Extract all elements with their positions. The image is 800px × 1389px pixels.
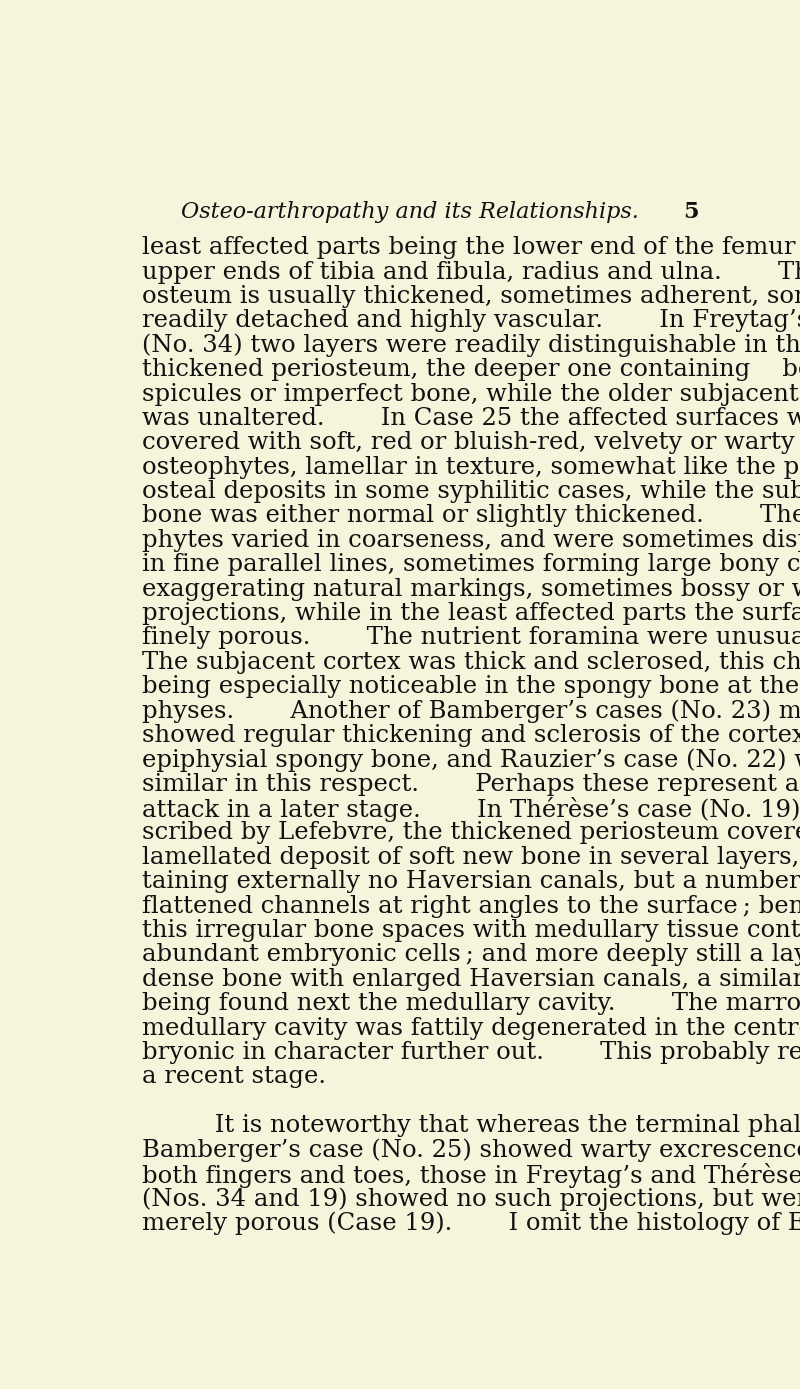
Text: flattened channels at right angles to the surface ; beneath: flattened channels at right angles to th… bbox=[142, 895, 800, 918]
Text: a recent stage.: a recent stage. bbox=[142, 1065, 326, 1089]
Text: finely porous.   The nutrient foramina were unusually large.: finely porous. The nutrient foramina wer… bbox=[142, 626, 800, 650]
Text: attack in a later stage.   In Thérèse’s case (No. 19), de-: attack in a later stage. In Thérèse’s ca… bbox=[142, 797, 800, 822]
Text: similar in this respect.   Perhaps these represent a slight: similar in this respect. Perhaps these r… bbox=[142, 772, 800, 796]
Text: projections, while in the least affected parts the surface was: projections, while in the least affected… bbox=[142, 601, 800, 625]
Text: epiphysial spongy bone, and Rauzier’s case (No. 22) was: epiphysial spongy bone, and Rauzier’s ca… bbox=[142, 749, 800, 772]
Text: being found next the medullary cavity.   The marrow in the: being found next the medullary cavity. T… bbox=[142, 992, 800, 1015]
Text: osteum is usually thickened, sometimes adherent, sometimes: osteum is usually thickened, sometimes a… bbox=[142, 285, 800, 308]
Text: The subjacent cortex was thick and sclerosed, this change: The subjacent cortex was thick and scler… bbox=[142, 651, 800, 674]
Text: (No. 34) two layers were readily distinguishable in the: (No. 34) two layers were readily disting… bbox=[142, 333, 800, 357]
Text: upper ends of tibia and fibula, radius and ulna.   The peri-: upper ends of tibia and fibula, radius a… bbox=[142, 261, 800, 283]
Text: medullary cavity was fattily degenerated in the centre, em-: medullary cavity was fattily degenerated… bbox=[142, 1017, 800, 1039]
Text: least affected parts being the lower end of the femur and: least affected parts being the lower end… bbox=[142, 236, 800, 260]
Text: bone was either normal or slightly thickened.   The osteo-: bone was either normal or slightly thick… bbox=[142, 504, 800, 528]
Text: phytes varied in coarseness, and were sometimes disposed: phytes varied in coarseness, and were so… bbox=[142, 529, 800, 551]
Text: osteal deposits in some syphilitic cases, while the subjacent: osteal deposits in some syphilitic cases… bbox=[142, 481, 800, 503]
Text: (Nos. 34 and 19) showed no such projections, but were: (Nos. 34 and 19) showed no such projecti… bbox=[142, 1188, 800, 1211]
Text: was unaltered.   In Case 25 the affected surfaces were: was unaltered. In Case 25 the affected s… bbox=[142, 407, 800, 431]
Text: Osteo-arthropathy and its Relationships.: Osteo-arthropathy and its Relationships. bbox=[181, 201, 639, 222]
Text: Bamberger’s case (No. 25) showed warty excrescences on: Bamberger’s case (No. 25) showed warty e… bbox=[142, 1139, 800, 1163]
Text: abundant embryonic cells ; and more deeply still a layer of: abundant embryonic cells ; and more deep… bbox=[142, 943, 800, 967]
Text: It is noteworthy that whereas the terminal phalanges in: It is noteworthy that whereas the termin… bbox=[142, 1114, 800, 1138]
Text: 5: 5 bbox=[682, 201, 698, 222]
Text: lamellated deposit of soft new bone in several layers, con-: lamellated deposit of soft new bone in s… bbox=[142, 846, 800, 870]
Text: thickened periosteum, the deeper one containing  bony: thickened periosteum, the deeper one con… bbox=[142, 358, 800, 381]
Text: taining externally no Haversian canals, but a number of: taining externally no Haversian canals, … bbox=[142, 871, 800, 893]
Text: this irregular bone spaces with medullary tissue containing: this irregular bone spaces with medullar… bbox=[142, 920, 800, 942]
Text: being especially noticeable in the spongy bone at the epi-: being especially noticeable in the spong… bbox=[142, 675, 800, 699]
Text: exaggerating natural markings, sometimes bossy or warty: exaggerating natural markings, sometimes… bbox=[142, 578, 800, 600]
Text: covered with soft, red or bluish-red, velvety or warty: covered with soft, red or bluish-red, ve… bbox=[142, 431, 795, 454]
Text: bryonic in character further out.   This probably represents: bryonic in character further out. This p… bbox=[142, 1040, 800, 1064]
Text: dense bone with enlarged Haversian canals, a similar layer: dense bone with enlarged Haversian canal… bbox=[142, 968, 800, 990]
Text: osteophytes, lamellar in texture, somewhat like the peri-: osteophytes, lamellar in texture, somewh… bbox=[142, 456, 800, 479]
Text: both fingers and toes, those in Freytag’s and Thérèse’s cases: both fingers and toes, those in Freytag’… bbox=[142, 1163, 800, 1188]
Text: in fine parallel lines, sometimes forming large bony crests: in fine parallel lines, sometimes formin… bbox=[142, 553, 800, 576]
Text: scribed by Lefebvre, the thickened periosteum covered a: scribed by Lefebvre, the thickened perio… bbox=[142, 821, 800, 845]
Text: showed regular thickening and sclerosis of the cortex and: showed regular thickening and sclerosis … bbox=[142, 724, 800, 747]
Text: readily detached and highly vascular.   In Freytag’s case: readily detached and highly vascular. In… bbox=[142, 310, 800, 332]
Text: merely porous (Case 19).   I omit the histology of Erb’s: merely porous (Case 19). I omit the hist… bbox=[142, 1211, 800, 1235]
Text: physes.   Another of Bamberger’s cases (No. 23) merely: physes. Another of Bamberger’s cases (No… bbox=[142, 700, 800, 724]
Text: spicules or imperfect bone, while the older subjacent bone: spicules or imperfect bone, while the ol… bbox=[142, 382, 800, 406]
